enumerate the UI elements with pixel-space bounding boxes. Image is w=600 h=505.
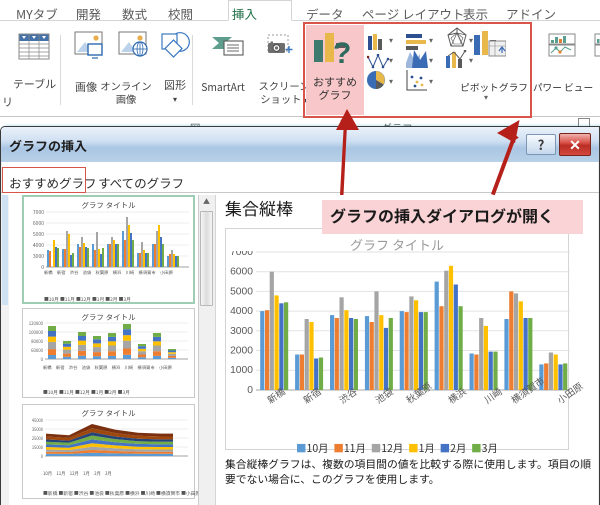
svg-text:6000: 6000 bbox=[33, 220, 44, 227]
svg-text:1000: 1000 bbox=[230, 365, 253, 376]
svg-text:35000: 35000 bbox=[32, 427, 44, 433]
svg-text:7000: 7000 bbox=[230, 251, 253, 258]
svg-text:100000: 100000 bbox=[29, 330, 44, 336]
svg-text:3000: 3000 bbox=[33, 253, 44, 260]
svg-text:4000: 4000 bbox=[230, 306, 253, 317]
svg-text:15000: 15000 bbox=[32, 445, 44, 451]
svg-text:0: 0 bbox=[41, 357, 44, 363]
svg-text:60000: 60000 bbox=[31, 348, 44, 354]
svg-text:5000: 5000 bbox=[230, 286, 253, 297]
svg-text:80000: 80000 bbox=[31, 339, 44, 345]
svg-text:120000: 120000 bbox=[29, 321, 44, 327]
svg-text:3000: 3000 bbox=[230, 326, 253, 337]
svg-text:0: 0 bbox=[41, 454, 44, 460]
svg-text:45000: 45000 bbox=[32, 418, 44, 424]
svg-text:25000: 25000 bbox=[32, 436, 44, 442]
svg-text:5000: 5000 bbox=[33, 231, 44, 238]
svg-text:6000: 6000 bbox=[230, 267, 253, 278]
svg-text:2000: 2000 bbox=[230, 346, 253, 357]
svg-text:7000: 7000 bbox=[33, 210, 44, 216]
svg-text:4000: 4000 bbox=[33, 242, 44, 249]
